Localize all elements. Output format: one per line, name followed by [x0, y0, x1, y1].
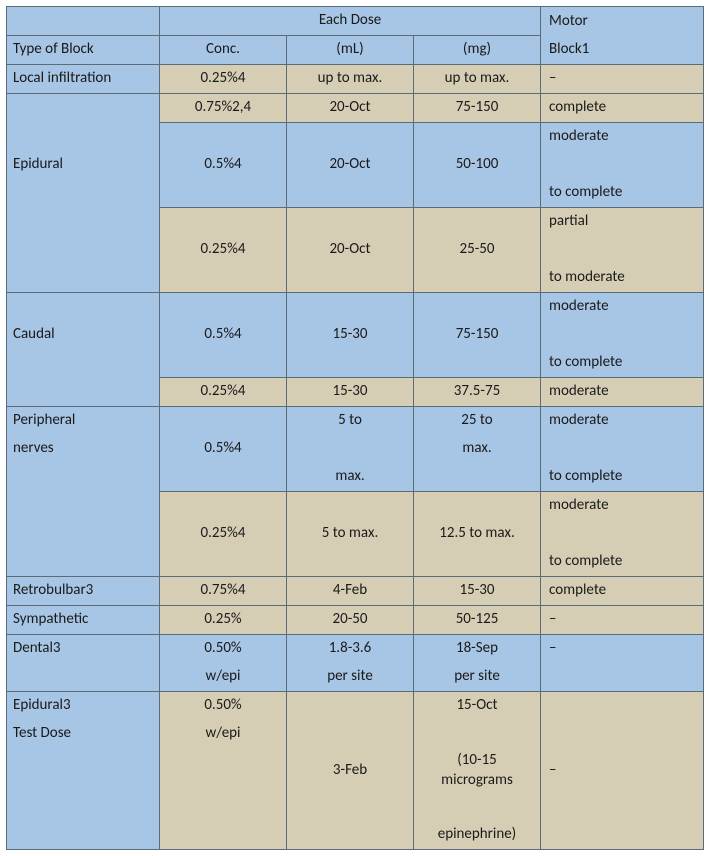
hdr-type: Type of Block	[7, 36, 160, 65]
row-epitest-ml: 3-Feb	[287, 748, 414, 793]
row-epi3-motor-bot: to moderate	[541, 264, 704, 293]
row-periph1-conc: 0.5%4	[160, 435, 287, 463]
row-epitest-type-bot: Test Dose	[7, 720, 160, 748]
hdr-ml: (mL)	[287, 36, 414, 65]
row-epi3-conc: 0.25%4	[160, 236, 287, 264]
row-retro-ml: 4-Feb	[287, 577, 414, 606]
row-epitest-motor: –	[541, 748, 704, 793]
row-dental-conc-top: 0.50%	[160, 635, 287, 664]
row-epi2-motor-bot: to complete	[541, 179, 704, 208]
row-retro-mg: 15-30	[414, 577, 541, 606]
row-epi3-motor-top: partial	[541, 208, 704, 237]
row-epidural-label: Epidural	[7, 151, 160, 179]
row-retro-conc: 0.75%4	[160, 577, 287, 606]
row-periph1-motor-top: moderate	[541, 407, 704, 436]
row-periph1-mg-top: 25 to	[414, 407, 541, 436]
row-caudal2-motor: moderate	[541, 378, 704, 407]
row-caudal1-ml: 15-30	[287, 321, 414, 349]
row-caudal1-motor-bot: to complete	[541, 349, 704, 378]
row-epi1-ml: 20-Oct	[287, 94, 414, 123]
row-retro-motor: complete	[541, 577, 704, 606]
row-caudal2-ml: 15-30	[287, 378, 414, 407]
row-caudal1-mg: 75-150	[414, 321, 541, 349]
row-periph-label-bot: nerves	[7, 435, 160, 463]
row-dental-conc-bot: w/epi	[160, 663, 287, 692]
row-symp-conc: 0.25%	[160, 606, 287, 635]
row-epitest-conc-top: 0.50%	[160, 692, 287, 721]
hdr-each-dose: Each Dose	[160, 7, 541, 36]
row-epi1-conc: 0.75%2,4	[160, 94, 287, 123]
row-epi1-mg: 75-150	[414, 94, 541, 123]
row-retro-type: Retrobulbar3	[7, 577, 160, 606]
row-caudal-label: Caudal	[7, 321, 160, 349]
row-local-motor: –	[541, 65, 704, 94]
row-periph1-motor-bot: to complete	[541, 463, 704, 492]
hdr-blank	[7, 7, 160, 36]
row-periph-label-top: Peripheral	[7, 407, 160, 436]
row-symp-mg: 50-125	[414, 606, 541, 635]
hdr-mg: (mg)	[414, 36, 541, 65]
row-epitest-mg-bot: epinephrine)	[414, 821, 541, 850]
row-caudal2-conc: 0.25%4	[160, 378, 287, 407]
row-periph1-mg-mid: max.	[414, 435, 541, 463]
row-epi2-ml: 20-Oct	[287, 151, 414, 179]
row-symp-motor: –	[541, 606, 704, 635]
row-symp-ml: 20-50	[287, 606, 414, 635]
row-epi3-mg: 25-50	[414, 236, 541, 264]
row-caudal2-mg: 37.5-75	[414, 378, 541, 407]
row-epi1-motor: complete	[541, 94, 704, 123]
row-periph2-mg: 12.5 to max.	[414, 520, 541, 548]
row-periph2-motor-bot: to complete	[541, 548, 704, 577]
row-epitest-type-top: Epidural3	[7, 692, 160, 721]
row-periph1-ml-top: 5 to	[287, 407, 414, 436]
hdr-conc: Conc.	[160, 36, 287, 65]
row-caudal1-conc: 0.5%4	[160, 321, 287, 349]
row-local-type: Local infiltration	[7, 65, 160, 94]
row-periph2-conc: 0.25%4	[160, 520, 287, 548]
dosage-table: Each Dose Motor Type of Block Conc. (mL)…	[6, 6, 704, 850]
row-periph1-ml-bot: max.	[287, 463, 414, 492]
row-dental-ml-bot: per site	[287, 663, 414, 692]
row-local-mg: up to max.	[414, 65, 541, 94]
row-local-conc: 0.25%4	[160, 65, 287, 94]
row-periph2-motor-top: moderate	[541, 492, 704, 521]
row-symp-type: Sympathetic	[7, 606, 160, 635]
row-dental-mg-bot: per site	[414, 663, 541, 692]
row-dental-ml-top: 1.8-3.6	[287, 635, 414, 664]
row-dental-mg-top: 18-Sep	[414, 635, 541, 664]
row-epi2-mg: 50-100	[414, 151, 541, 179]
row-epi2-top-blank	[160, 123, 287, 152]
row-epidural-label-top	[7, 94, 160, 123]
row-caudal1-motor-top: moderate	[541, 293, 704, 322]
row-local-ml: up to max.	[287, 65, 414, 94]
row-epitest-mg-top: 15-Oct	[414, 692, 541, 721]
row-epidural-label-mid	[7, 123, 160, 152]
row-dental-motor: –	[541, 635, 704, 664]
row-epitest-conc-bot: w/epi	[160, 720, 287, 748]
row-epi3-ml: 20-Oct	[287, 236, 414, 264]
row-epi2-conc: 0.5%4	[160, 151, 287, 179]
row-periph2-ml: 5 to max.	[287, 520, 414, 548]
hdr-block1: Block1	[541, 36, 704, 65]
row-epitest-mg-mid: (10-15 micrograms	[414, 748, 541, 793]
row-dental-type: Dental3	[7, 635, 160, 664]
hdr-motor: Motor	[541, 7, 704, 36]
row-epi2-motor-top: moderate	[541, 123, 704, 152]
